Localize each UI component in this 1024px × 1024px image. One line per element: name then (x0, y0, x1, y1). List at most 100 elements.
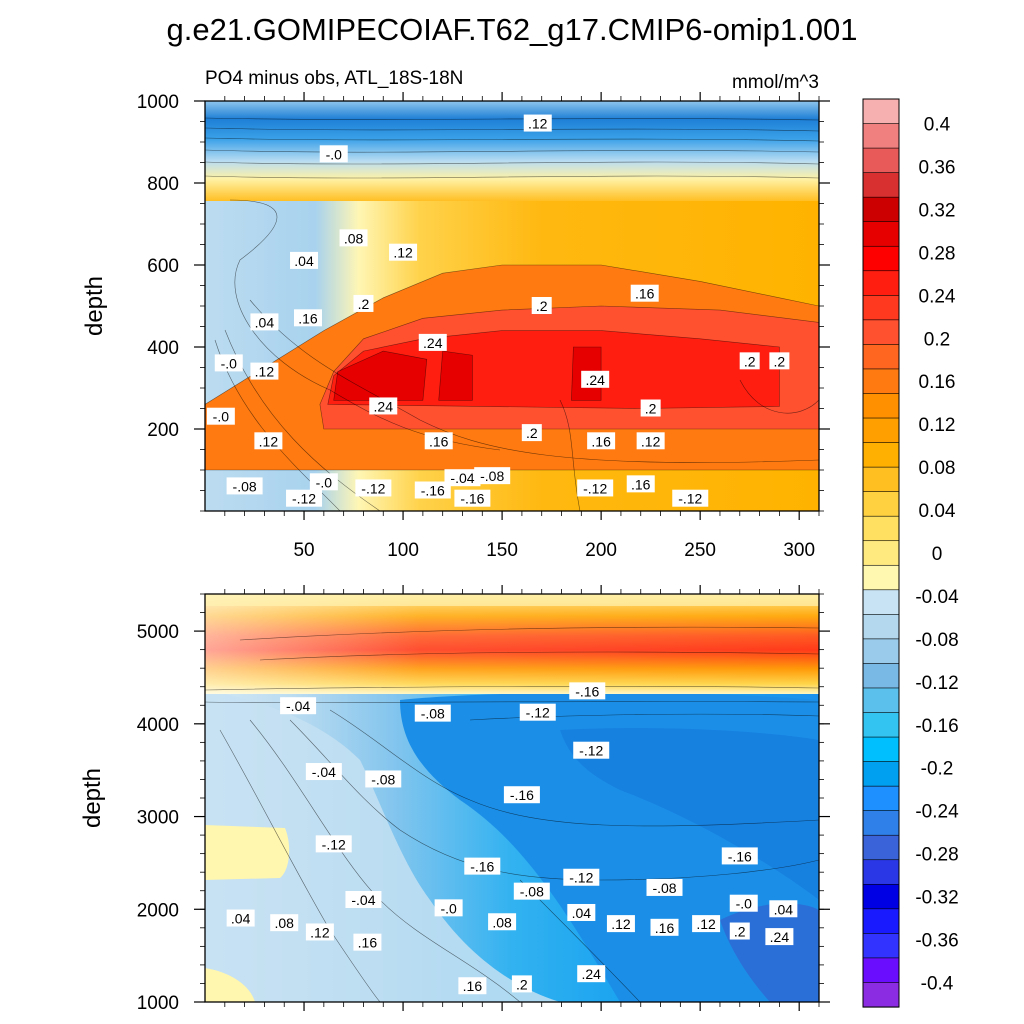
colorbar-swatch (862, 908, 900, 934)
colorbar-swatch (862, 736, 900, 763)
contour-label-text: .04 (255, 314, 275, 330)
contour-label-text: .24 (581, 966, 601, 982)
top-contour-line (205, 149, 819, 153)
contour-label: .24 (369, 397, 398, 415)
contour-label: -.16 (503, 786, 540, 804)
y-tick-label: 200 (147, 420, 179, 441)
contour-label-text: .08 (274, 915, 294, 931)
bottom-contour-line (329, 709, 819, 827)
contour-label-text: -.0 (736, 896, 753, 912)
colorbar-swatch (862, 319, 900, 346)
contour-label: .08 (270, 914, 299, 932)
x-tick-label: 200 (585, 540, 617, 561)
contour-label: .16 (293, 309, 322, 327)
contour-label: .16 (650, 918, 679, 936)
contour-label-box (389, 243, 418, 261)
contour-label-text: .16 (463, 978, 483, 994)
contour-label: -.04 (345, 891, 382, 908)
contour-label: -.08 (414, 704, 451, 722)
colorbar-swatch (862, 344, 900, 370)
bottom-deep-core-2 (560, 728, 819, 900)
contour-label-box (250, 313, 279, 331)
contour-label-text: -.08 (371, 771, 395, 787)
contour-label-box (519, 703, 556, 721)
contour-label-box (434, 899, 463, 917)
contour-label: .2 (769, 352, 790, 370)
contour-label-box (214, 354, 243, 372)
contour-label-text: .12 (393, 245, 413, 261)
bottom-contour-line (259, 651, 819, 661)
contour-label-text: -.12 (583, 480, 607, 496)
contour-label-text: -.16 (575, 683, 599, 699)
contour-label: .16 (630, 284, 659, 302)
colorbar-swatch (862, 393, 900, 419)
contour-label: .16 (353, 933, 382, 951)
contour-label-box (280, 697, 317, 715)
colorbar-label: -0.24 (915, 802, 959, 823)
top-contour-line (205, 137, 819, 142)
contour-label-box (531, 297, 552, 314)
contour-label: -.0 (434, 899, 463, 917)
colorbar-swatch (862, 221, 900, 247)
colorbar-label: 0.4 (924, 115, 951, 136)
contour-label-box (672, 489, 709, 507)
contour-label-box (630, 284, 659, 302)
contour-label-text: -.04 (450, 470, 474, 486)
figure-title: g.e21.GOMIPECOIAF.T62_g17.CMIP6-omip1.00… (167, 12, 858, 47)
colorbar-label: 0.12 (919, 415, 956, 436)
y-tick-label: 600 (147, 256, 179, 277)
colorbar-swatch (862, 245, 900, 272)
contour-label: -.12 (315, 835, 352, 853)
contour-label-text: -.16 (728, 848, 752, 864)
contour-label-text: -.16 (470, 859, 494, 875)
contour-label: .12 (606, 915, 635, 933)
colorbar-swatch (862, 98, 900, 125)
contour-label: -.04 (444, 469, 481, 487)
colorbar-swatch (862, 712, 900, 738)
contour-label-text: .12 (611, 916, 631, 932)
bottom-contour-line (469, 713, 819, 721)
bottom-west-yellow-patch (205, 825, 290, 880)
contour-label-box (286, 489, 323, 507)
colorbar-label: 0.08 (919, 458, 956, 479)
colorbar-swatch (862, 123, 900, 149)
contour-label-text: .08 (344, 230, 364, 246)
contour-label-box (563, 868, 600, 886)
y-tick-label: 1000 (137, 993, 179, 1014)
colorbar-swatch (862, 785, 900, 812)
colorbar-swatch (862, 761, 900, 787)
contour-label-text: .04 (231, 911, 251, 927)
contour-label-box (369, 397, 398, 415)
contour-label-box (606, 915, 635, 933)
contour-label-text: .24 (770, 929, 790, 945)
contour-label: .12 (389, 243, 418, 261)
contour-label-text: .2 (645, 401, 657, 417)
colorbar-swatch (862, 466, 900, 493)
contour-label-text: .08 (492, 914, 512, 930)
colorbar-label: 0.04 (919, 501, 956, 522)
contour-label: .08 (488, 913, 517, 931)
contour-label: -.08 (365, 770, 402, 788)
top-contour-line (205, 127, 819, 132)
contour-label-text: .2 (734, 924, 746, 940)
contour-label-text: .12 (696, 916, 716, 932)
y-tick-label: 5000 (137, 622, 179, 643)
y-tick-label: 2000 (137, 900, 179, 921)
colorbar-swatch (862, 564, 900, 591)
colorbar-swatch (862, 491, 900, 517)
colorbar-swatch (862, 883, 900, 910)
contour-label: -.08 (646, 878, 683, 896)
contour-region (438, 350, 473, 401)
contour-label-text: .2 (516, 976, 528, 992)
contour-label-text: -.16 (460, 491, 484, 507)
y-tick-label: 4000 (137, 715, 179, 736)
bottom-contour-line (289, 719, 819, 881)
y-tick-label: 400 (147, 338, 179, 359)
contour-label-box (587, 432, 616, 450)
top-contour-line (205, 117, 819, 121)
contour-label-box (513, 882, 550, 900)
colorbar-swatch (862, 638, 900, 665)
contour-label-box (521, 424, 542, 442)
bottom-upper-band-fade (205, 594, 819, 694)
